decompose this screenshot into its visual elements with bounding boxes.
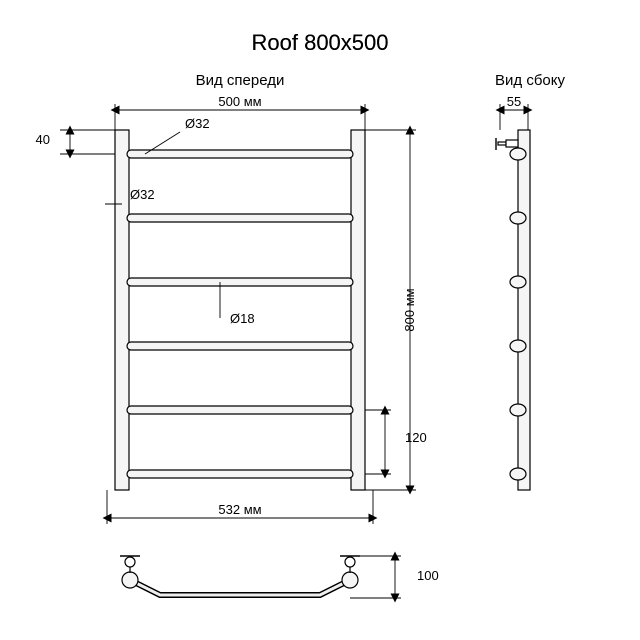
svg-text:Вид сбоку: Вид сбоку bbox=[495, 72, 565, 89]
svg-text:Roof 800x500: Roof 800x500 bbox=[252, 30, 389, 55]
svg-text:532 мм: 532 мм bbox=[218, 502, 261, 517]
svg-text:Ø32: Ø32 bbox=[130, 187, 155, 202]
svg-text:100: 100 bbox=[417, 568, 439, 583]
svg-text:55: 55 bbox=[507, 94, 521, 109]
svg-text:Вид спереди: Вид спереди bbox=[196, 72, 285, 89]
svg-text:40: 40 bbox=[36, 132, 50, 147]
svg-text:Ø18: Ø18 bbox=[230, 311, 255, 326]
svg-text:800 мм: 800 мм bbox=[402, 288, 417, 331]
svg-text:500 мм: 500 мм bbox=[218, 94, 261, 109]
svg-text:120: 120 bbox=[405, 430, 427, 445]
svg-text:Ø32: Ø32 bbox=[185, 116, 210, 131]
